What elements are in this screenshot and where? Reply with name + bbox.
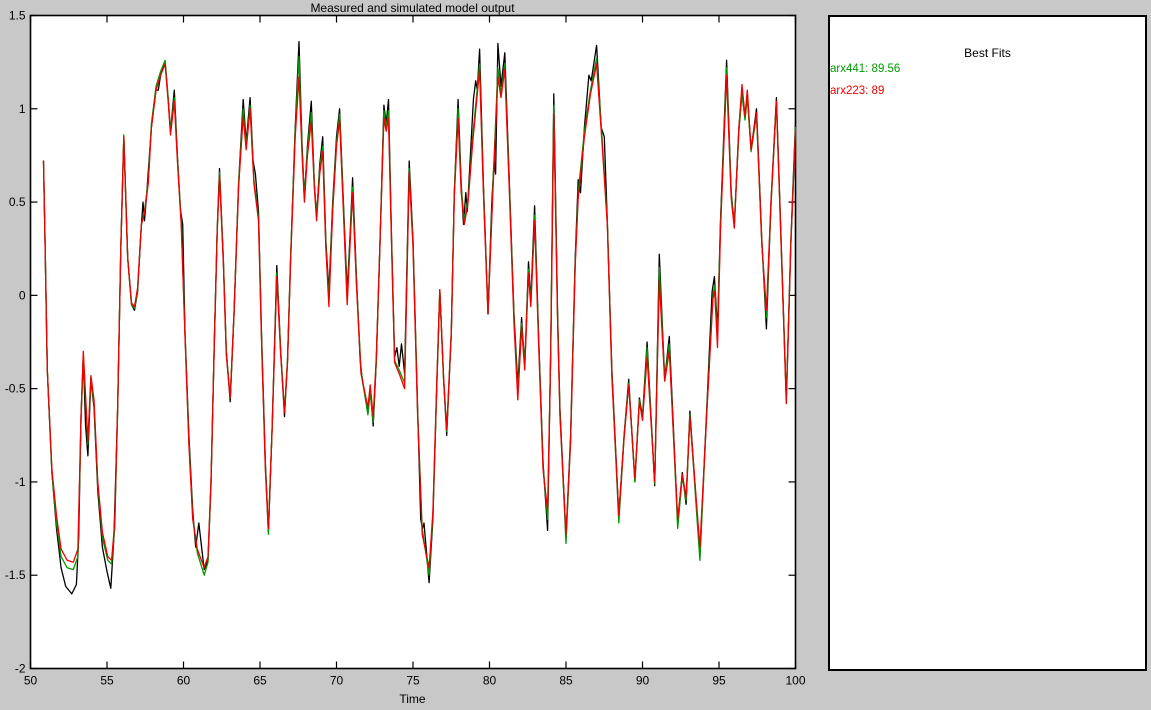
y-tick-label: 1 [19,102,26,116]
plot-title: Measured and simulated model output [310,1,515,15]
y-tick-label: -2 [15,662,26,676]
x-tick-label: 60 [177,674,191,688]
axes-box [29,14,797,670]
x-tick-label: 75 [406,674,420,688]
fit-item-arx223[interactable]: arx223: 89 [830,85,885,97]
x-tick-label: 90 [636,674,650,688]
y-tick-label: -0.5 [5,382,26,396]
y-tick-label: -1.5 [5,568,26,582]
x-axis-label: Time [399,692,426,706]
series-arx223[interactable] [42,63,797,569]
x-tick-label: 65 [253,674,267,688]
x-tick-label: 80 [483,674,497,688]
fit-item-arx441[interactable]: arx441: 89.56 [830,63,901,75]
x-tick-label: 85 [559,674,573,688]
best-fits-panel: Best Fits arx441: 89.56 arx223: 89 [828,15,1147,671]
x-tick-label: 50 [24,674,38,688]
x-tick-label: 95 [712,674,726,688]
x-tick-label: 100 [785,674,805,688]
x-tick-label: 55 [100,674,114,688]
y-tick-label: -1 [15,475,26,489]
y-tick-label: 1.5 [9,9,26,23]
best-fits-title: Best Fits [964,46,1011,60]
series-arx441[interactable] [42,55,797,576]
y-tick-label: 0.5 [9,195,26,209]
y-tick-label: 0 [19,288,26,302]
x-tick-label: 70 [330,674,344,688]
